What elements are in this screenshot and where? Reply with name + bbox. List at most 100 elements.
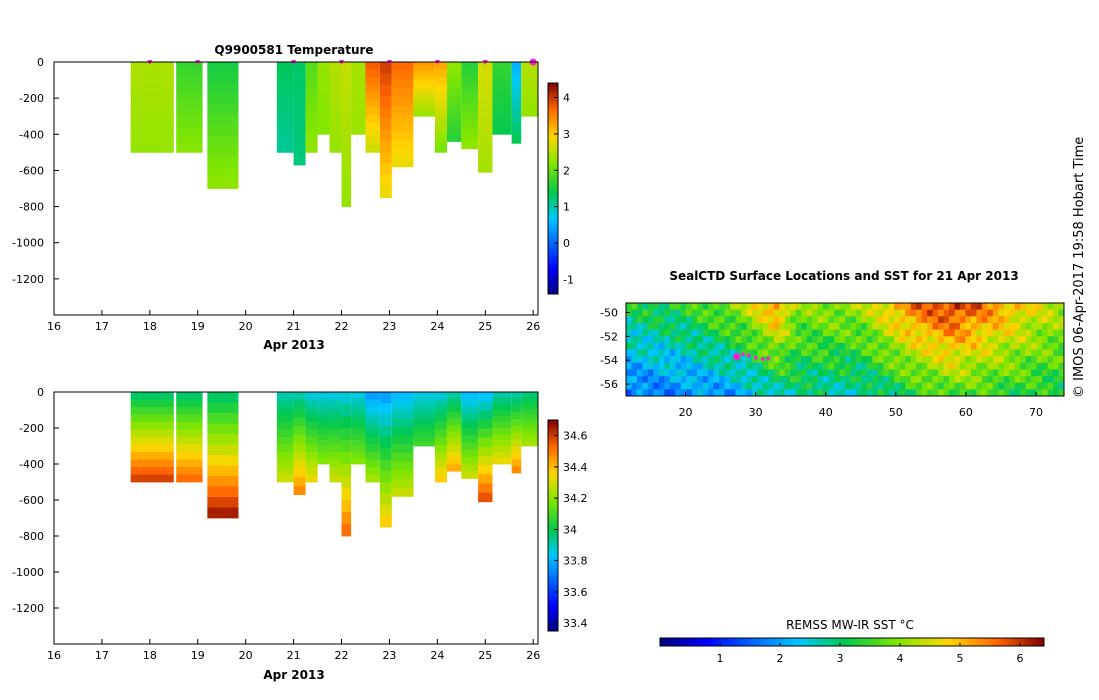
colorbar-segment bbox=[548, 286, 558, 291]
colorbar-segment bbox=[957, 638, 963, 646]
colorbar-segment bbox=[548, 255, 558, 260]
sst-cell bbox=[636, 303, 643, 311]
sst-cell bbox=[702, 369, 709, 377]
colorbar-segment bbox=[770, 638, 776, 646]
colorbar-segment bbox=[548, 206, 558, 211]
sst-cell bbox=[790, 382, 797, 390]
profile-cell bbox=[305, 392, 318, 400]
sst-cell bbox=[795, 316, 802, 324]
sst-cell bbox=[746, 356, 753, 364]
profile-cell bbox=[434, 452, 447, 460]
profile-cell bbox=[434, 392, 447, 400]
colorbar-segment bbox=[548, 571, 558, 576]
sst-cell bbox=[1003, 309, 1010, 317]
profile-cell bbox=[521, 98, 538, 104]
sst-cell bbox=[938, 369, 945, 377]
sst-cell bbox=[932, 322, 939, 331]
sst-cell bbox=[981, 336, 988, 344]
sst-cell bbox=[658, 356, 665, 364]
sst-cell bbox=[653, 316, 660, 324]
colorbar-segment bbox=[808, 638, 815, 646]
sst-cell bbox=[1058, 389, 1065, 397]
sst-cell bbox=[823, 376, 830, 384]
profile-cell bbox=[413, 102, 435, 108]
colorbar-segment bbox=[548, 627, 558, 632]
sst-cell bbox=[806, 389, 813, 397]
sst-cell bbox=[757, 342, 764, 350]
profile-cell bbox=[391, 409, 414, 419]
sst-cell bbox=[823, 356, 830, 364]
profile-cell bbox=[446, 438, 462, 446]
profile-cell bbox=[478, 410, 493, 420]
sst-cell bbox=[987, 329, 994, 337]
profile-cell bbox=[413, 107, 435, 113]
profile-cell bbox=[434, 144, 447, 153]
colorbar-segment bbox=[548, 599, 558, 604]
profile-cell bbox=[176, 92, 203, 101]
sst-cell bbox=[981, 322, 988, 331]
sst-cell bbox=[927, 322, 934, 331]
profile-cell bbox=[317, 68, 330, 75]
sst-cell bbox=[888, 322, 895, 331]
sst-cell bbox=[970, 336, 977, 344]
profile-cell bbox=[391, 140, 414, 150]
sst-cell bbox=[1003, 362, 1010, 370]
salinity-section-chart: 16 17 18 19 20 21 22 23 24 25 26 0-200-400-600-800… bbox=[12, 386, 587, 682]
sst-cell bbox=[921, 329, 928, 337]
sst-cell bbox=[938, 389, 945, 397]
longitude-tick-label: 20 bbox=[679, 406, 693, 419]
profile-cell bbox=[130, 69, 174, 78]
sst-cell bbox=[910, 309, 917, 317]
sst-cell bbox=[801, 322, 808, 331]
sst-cell bbox=[1058, 309, 1065, 317]
sst-cell bbox=[921, 309, 928, 317]
sst-cell bbox=[730, 362, 736, 370]
profile-cell bbox=[305, 69, 318, 78]
colorbar-segment bbox=[548, 560, 558, 565]
sst-cell bbox=[746, 376, 753, 384]
sst-cell bbox=[916, 303, 923, 311]
sst-cell bbox=[921, 303, 928, 311]
sst-cell bbox=[740, 362, 747, 370]
sst-cell bbox=[1042, 316, 1049, 324]
sst-cell bbox=[861, 349, 868, 357]
profile-cell bbox=[276, 114, 294, 123]
sst-cell bbox=[768, 303, 775, 311]
sst-cell bbox=[932, 309, 939, 317]
profile-cell bbox=[492, 452, 512, 459]
colorbar-segment bbox=[548, 521, 558, 526]
sst-cell bbox=[768, 376, 775, 384]
profile-cell bbox=[413, 410, 435, 415]
sst-cell bbox=[823, 336, 830, 344]
sst-cell bbox=[1025, 389, 1032, 397]
profile-cell bbox=[351, 458, 366, 465]
profile-cell bbox=[492, 422, 512, 429]
profile-cell bbox=[365, 99, 380, 108]
colorbar-tick-label: -1 bbox=[563, 273, 574, 286]
sst-cell bbox=[987, 316, 994, 324]
profile-cell bbox=[391, 479, 414, 489]
sst-cell bbox=[883, 316, 890, 324]
profile-cell bbox=[305, 92, 318, 101]
sst-cell bbox=[899, 329, 906, 337]
sst-cell bbox=[823, 322, 830, 331]
sst-cell bbox=[932, 342, 939, 350]
sst-cell bbox=[949, 356, 955, 364]
colorbar-segment bbox=[548, 588, 558, 593]
colorbar-segment bbox=[548, 276, 558, 281]
sst-cell bbox=[845, 309, 851, 317]
sst-cell bbox=[938, 309, 945, 317]
profile-cell bbox=[207, 104, 239, 116]
profile-cell bbox=[413, 441, 435, 447]
sst-cell bbox=[932, 356, 939, 364]
profile-cell bbox=[317, 446, 330, 453]
profile-cell bbox=[461, 112, 479, 121]
profile-cell bbox=[434, 62, 447, 70]
sst-cell bbox=[910, 382, 917, 390]
profile-cell bbox=[511, 466, 522, 474]
sst-cell bbox=[866, 322, 873, 331]
sst-cell bbox=[730, 329, 736, 337]
y-tick-label: -600 bbox=[19, 494, 44, 507]
sst-cell bbox=[636, 369, 643, 377]
profile-cell bbox=[492, 398, 512, 405]
